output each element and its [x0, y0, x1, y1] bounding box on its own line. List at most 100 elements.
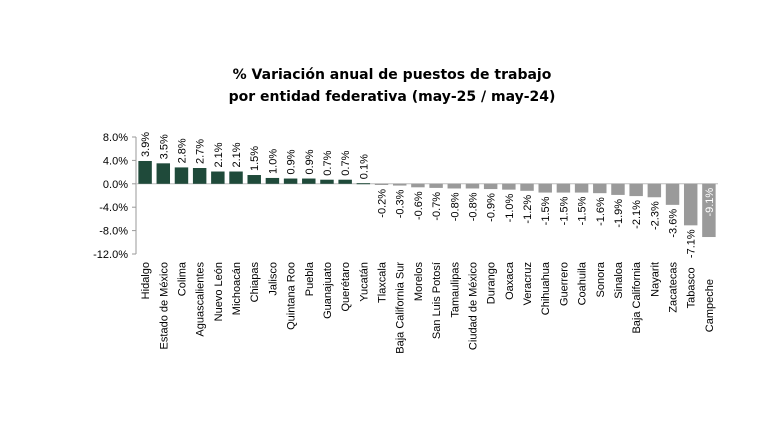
bar-value-label: -0.7% — [431, 192, 443, 221]
category-label: Coahuila — [577, 261, 589, 305]
bar-value-label: 1.0% — [267, 149, 279, 174]
category-label: Guanajuato — [322, 262, 334, 319]
category-label: Puebla — [304, 261, 316, 296]
bar — [611, 183, 625, 195]
category-label: Chihuahua — [540, 261, 552, 315]
bar — [574, 183, 589, 193]
bar — [556, 183, 571, 193]
bar-value-label: -1.5% — [577, 196, 589, 225]
bar-value-label: -1.5% — [540, 196, 552, 225]
category-label: Morelos — [413, 262, 425, 302]
category-label: Tlaxcala — [377, 261, 389, 303]
category-label: Ciudad de México — [467, 262, 479, 350]
bar — [338, 179, 352, 184]
category-label: Durango — [486, 262, 498, 304]
category-label: Tabasco — [686, 267, 698, 308]
bar — [629, 183, 643, 197]
bar — [702, 183, 716, 238]
y-tick-label: 8.0% — [103, 132, 128, 144]
bar-value-label: -2.1% — [631, 200, 643, 229]
bar-value-label: -1.9% — [613, 199, 625, 228]
category-label: Quintana Roo — [286, 262, 298, 330]
bar-value-label: 0.9% — [304, 149, 316, 174]
category-label: Jalisco — [267, 262, 279, 296]
value-labels: 3.9% 3.5% 2.8% 2.7% 2.1% 2.1% 1.5% 1.0% 0.9% 0.9%… — [140, 132, 716, 258]
bar-value-label: 0.9% — [286, 149, 298, 174]
bar — [320, 179, 334, 184]
bar-value-label: -1.2% — [522, 195, 534, 224]
category-label: Chiapas — [249, 262, 261, 303]
category-label: San Luis Potosí — [431, 262, 443, 339]
bar-value-label: 0.7% — [340, 150, 352, 175]
bar-value-label: -0.9% — [486, 193, 498, 222]
bar-value-label: -2.3% — [649, 201, 661, 230]
bar — [647, 183, 662, 198]
y-tick-label: 0.0% — [103, 179, 128, 191]
bar-value-label: -0.3% — [395, 189, 407, 218]
bar-value-label: -1.6% — [595, 197, 607, 226]
bar — [192, 168, 207, 184]
bar-value-label: 3.9% — [140, 132, 152, 157]
bar — [211, 171, 225, 184]
bar — [265, 177, 280, 184]
y-tick-label: -12.0% — [93, 249, 128, 261]
bar-value-label: 0.7% — [322, 150, 334, 175]
category-label: Estado de México — [158, 262, 170, 349]
bar — [138, 160, 152, 184]
bar — [392, 183, 407, 186]
bar-value-label: 1.5% — [249, 146, 261, 171]
y-tick-label: -4.0% — [99, 202, 128, 214]
category-label: Querétaro — [340, 262, 352, 312]
bar — [229, 171, 243, 184]
category-label: Michoacán — [231, 262, 243, 315]
category-label: Campeche — [704, 279, 716, 332]
bar — [374, 183, 389, 185]
bar — [538, 183, 552, 193]
bar — [665, 183, 680, 205]
bar-value-label: 2.7% — [195, 139, 207, 164]
bar — [447, 183, 462, 189]
bar — [411, 183, 425, 188]
bar — [429, 183, 443, 188]
category-label: Zacatecas — [668, 262, 680, 313]
bar — [683, 183, 698, 226]
bar — [156, 163, 171, 184]
bar — [465, 183, 480, 189]
category-label: Oaxaca — [504, 261, 516, 300]
chart-title-line-1: % Variación anual de puestos de trabajo — [232, 67, 552, 83]
bar-value-label: -1.5% — [558, 196, 570, 225]
category-label: Sinaloa — [613, 261, 625, 299]
bar-value-label: 2.1% — [213, 142, 225, 167]
y-tick-label: -8.0% — [99, 226, 128, 238]
bar — [520, 183, 534, 191]
bar — [593, 183, 607, 194]
category-label: Hidalgo — [140, 262, 152, 299]
bar — [283, 178, 298, 184]
bar-value-label: 2.8% — [176, 138, 188, 163]
bar-value-label: 3.5% — [158, 134, 170, 159]
category-label: Baja California Sur — [395, 262, 407, 354]
bar-value-label: -1.0% — [504, 193, 516, 222]
bar — [247, 175, 261, 184]
bar — [302, 178, 316, 184]
chart-title-line-2: por entidad federativa (may-25 / may-24) — [228, 89, 556, 105]
bar — [502, 183, 516, 190]
category-label: Veracruz — [522, 262, 534, 305]
bar-value-label: -0.6% — [413, 191, 425, 220]
category-label: Nuevo León — [213, 262, 225, 321]
category-label: Tamaulipas — [449, 262, 461, 318]
category-label: Aguascalientes — [195, 262, 207, 337]
bars — [138, 160, 716, 238]
category-label: Yucatán — [358, 262, 370, 302]
bar-value-label: 0.1% — [358, 154, 370, 179]
bar-value-label: 2.1% — [231, 142, 243, 167]
category-label: Baja California — [631, 261, 643, 333]
category-label: Guerrero — [558, 262, 570, 306]
bar-value-label: -0.8% — [467, 192, 479, 221]
bar-value-label: -0.8% — [449, 192, 461, 221]
y-tick-label: 4.0% — [103, 155, 128, 167]
bar — [174, 167, 189, 184]
bar — [356, 183, 371, 185]
category-label: Colima — [176, 261, 188, 296]
